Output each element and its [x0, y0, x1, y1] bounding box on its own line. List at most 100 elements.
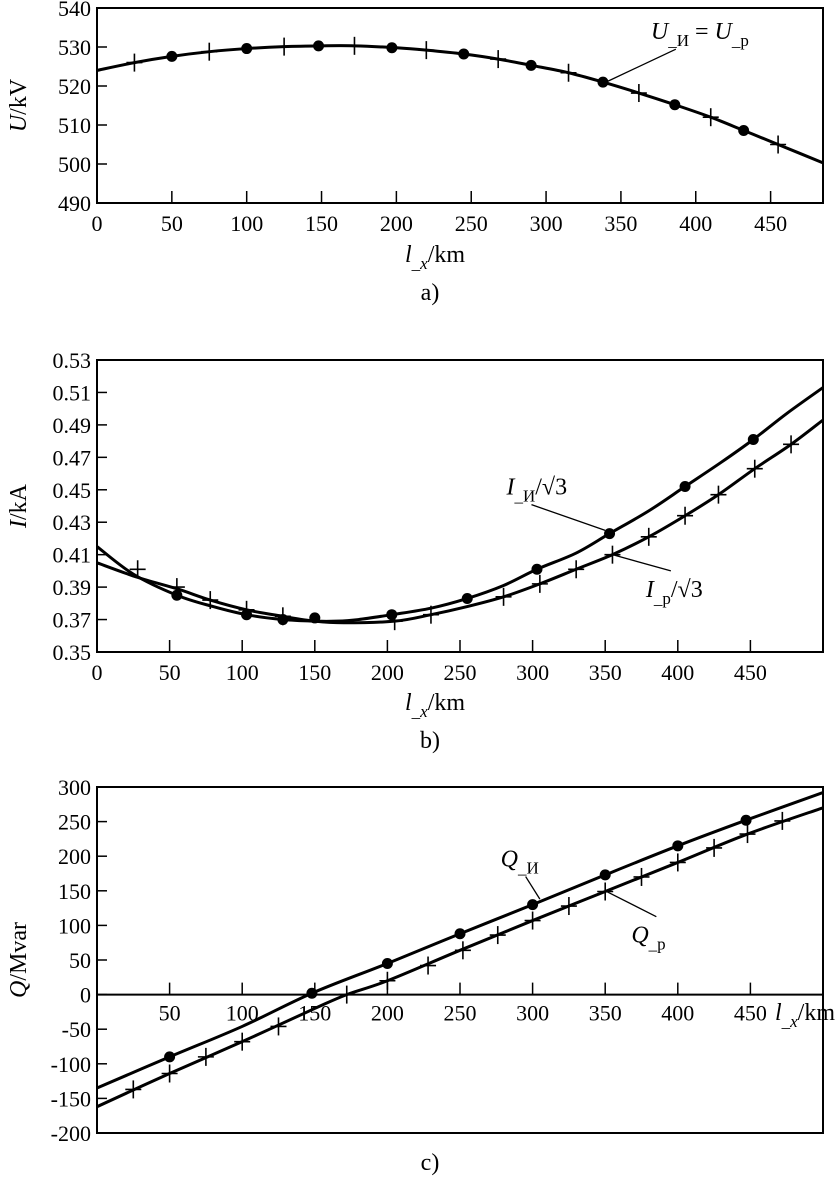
y-tick-label: -200 — [51, 1121, 91, 1146]
series-dot — [171, 433, 759, 626]
annotation-leader-line — [612, 554, 672, 572]
y-tick-label: 0.37 — [53, 608, 92, 633]
data-point-cross — [274, 607, 291, 626]
x-tick-label: 150 — [305, 211, 338, 236]
data-point-cross — [129, 560, 146, 579]
data-point-cross — [238, 600, 255, 619]
series-line — [97, 418, 823, 625]
x-tick-label: 400 — [661, 660, 694, 685]
x-tick-label: 100 — [226, 660, 259, 685]
series-none — [97, 418, 823, 625]
y-tick-label: 530 — [58, 35, 91, 60]
series-dot — [166, 40, 750, 136]
data-point-dot — [381, 957, 393, 969]
data-point-cross — [489, 926, 506, 945]
data-point-dot — [313, 40, 325, 52]
data-point-cross — [783, 435, 800, 454]
data-point-dot — [597, 76, 609, 88]
data-point-cross — [739, 825, 756, 844]
x-tick-label: 350 — [589, 1001, 622, 1026]
y-tick-label: 50 — [69, 948, 91, 973]
x-tick-label: 200 — [380, 211, 413, 236]
series-none — [97, 806, 823, 1109]
panel-a: 0 50 100 150 200 250 300 350 400 450 490 500 510 520 5… — [6, 0, 824, 306]
panel-caption: b) — [420, 728, 440, 754]
data-point-cross — [346, 36, 363, 55]
y-tick-label: 300 — [58, 775, 91, 800]
y-tick-label: 0.43 — [53, 510, 92, 535]
data-point-cross — [197, 1047, 214, 1066]
y-tick-label: 250 — [58, 810, 91, 835]
x-tick-label: 400 — [661, 1001, 694, 1026]
data-point-dot — [672, 840, 684, 852]
x-tick-label: 250 — [444, 660, 477, 685]
x-tick-label: 450 — [734, 660, 767, 685]
panel-c: 50 100 150 200 250 300 350 400 450 -200 -150 -100 -5… — [6, 775, 835, 1176]
x-tick-label: 50 — [161, 211, 183, 236]
x-tick-label: 50 — [159, 660, 181, 685]
data-point-cross — [770, 135, 787, 154]
data-point-cross — [418, 41, 435, 60]
data-point-dot — [740, 814, 752, 826]
y-tick-label: 0.45 — [53, 478, 92, 503]
data-point-dot — [458, 48, 470, 60]
data-point-cross — [422, 605, 439, 624]
series-none — [97, 791, 823, 1090]
series-none — [97, 386, 823, 623]
x-tick-label: 300 — [516, 1001, 549, 1026]
series-line — [97, 386, 823, 623]
data-point-cross — [774, 811, 791, 830]
data-point-cross — [270, 1017, 287, 1036]
data-point-cross — [524, 911, 541, 930]
data-point-cross — [338, 985, 355, 1004]
x-tick-label: 200 — [371, 1001, 404, 1026]
data-point-cross — [379, 971, 396, 990]
data-point-dot — [604, 528, 616, 540]
data-point-cross — [710, 485, 727, 504]
x-tick-label: 450 — [734, 1001, 767, 1026]
x-tick-label: 450 — [754, 211, 787, 236]
x-tick-label: 50 — [159, 1001, 181, 1026]
data-point-cross — [706, 838, 723, 857]
y-tick-label: 0.41 — [53, 543, 92, 568]
data-point-cross — [495, 587, 512, 606]
data-point-cross — [531, 574, 548, 593]
data-point-cross — [386, 612, 403, 631]
y-tick-label: 0.49 — [53, 413, 92, 438]
x-axis-label: l_x/km — [405, 690, 465, 721]
data-point-dot — [738, 124, 750, 136]
data-point-cross — [125, 1080, 142, 1099]
data-point-dot — [747, 433, 759, 445]
panel-caption: a) — [421, 280, 440, 306]
data-point-dot — [309, 612, 321, 624]
x-tick-label: 150 — [298, 660, 331, 685]
x-axis-label: l_x/km — [405, 242, 465, 273]
annotation-leader-line — [605, 48, 677, 83]
y-tick-label: -100 — [51, 1052, 91, 1077]
series-annotation: U_И = U_p — [651, 19, 749, 50]
x-tick-label: 350 — [604, 211, 637, 236]
data-point-dot — [454, 928, 466, 940]
x-tick-label: 400 — [679, 211, 712, 236]
x-tick-label: 200 — [371, 660, 404, 685]
series-line — [97, 44, 823, 165]
y-tick-label: 200 — [58, 844, 91, 869]
data-point-cross — [669, 853, 686, 872]
series-line — [97, 806, 823, 1109]
data-point-dot — [241, 43, 253, 55]
y-tick-label: 0.51 — [53, 380, 92, 405]
data-point-cross — [630, 84, 647, 103]
data-point-dot — [531, 563, 543, 575]
data-point-cross — [568, 560, 585, 579]
data-point-cross — [702, 108, 719, 127]
data-point-dot — [306, 987, 318, 999]
data-point-cross — [126, 53, 143, 72]
data-point-cross — [454, 941, 471, 960]
series-none — [97, 44, 823, 165]
x-tick-label: 250 — [444, 1001, 477, 1026]
annotation-leader-line — [531, 504, 606, 531]
series-line — [97, 791, 823, 1090]
data-point-dot — [599, 869, 611, 881]
panel-b: 0 50 100 150 200 250 300 350 400 450 0.35 0.37 0.39 0… — [6, 348, 824, 754]
data-point-dot — [386, 42, 398, 54]
